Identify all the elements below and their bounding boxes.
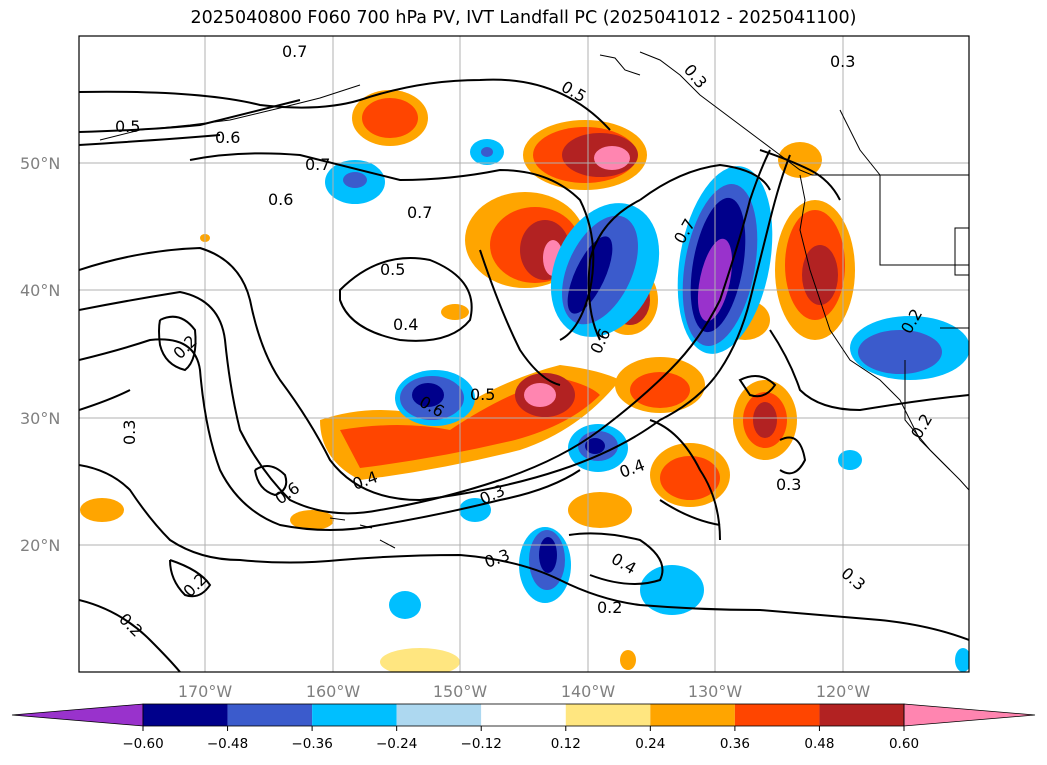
map-gridlines: [79, 36, 969, 672]
lon-label: 160°W: [306, 682, 361, 701]
contour-label: 0.7: [282, 42, 307, 61]
colorbar-tick-label: 0.60: [889, 736, 919, 752]
contour-label: 0.6: [268, 190, 293, 209]
contour-lines: [79, 78, 969, 672]
longitude-labels: 170°W 160°W 150°W 140°W 130°W 120°W: [178, 682, 871, 701]
contour-label: 0.5: [115, 117, 140, 136]
contour-label: 0.3: [830, 52, 855, 71]
lon-label: 170°W: [178, 682, 233, 701]
colorbar-swatch: [565, 704, 651, 726]
lat-label: 20°N: [20, 536, 60, 555]
contour-label: 0.3: [776, 475, 801, 494]
anomaly-shading: [80, 90, 969, 672]
contour-label: 0.5: [470, 385, 495, 404]
map-frame: [78, 35, 970, 673]
colorbar-swatch: [734, 704, 820, 726]
contour-label: 0.7: [407, 203, 432, 222]
lat-label: 40°N: [20, 281, 60, 300]
contour-label: 0.5: [380, 260, 405, 279]
colorbar-tick-label: 0.36: [720, 736, 750, 752]
colorbar-swatch: [227, 704, 313, 726]
colorbar-tick-label: −0.24: [376, 736, 417, 752]
lon-label: 150°W: [433, 682, 488, 701]
colorbar-frame: [142, 703, 905, 727]
colorbar-extension-high: [903, 703, 1036, 727]
colorbar-swatch: [650, 704, 735, 726]
colorbar-tick-label: 0.24: [635, 736, 665, 752]
contour-label: 0.2: [597, 598, 622, 617]
colorbar-swatch: [396, 704, 482, 726]
contour-label: 0.4: [393, 315, 418, 334]
lon-label: 140°W: [561, 682, 616, 701]
colorbar-tick-label: 0.48: [804, 736, 834, 752]
lat-label: 30°N: [20, 409, 60, 428]
colorbar-tick-label: −0.36: [291, 736, 332, 752]
colorbar-swatch: [819, 704, 904, 726]
colorbar-extension-low: [11, 703, 144, 727]
colorbar-swatch: [481, 704, 566, 726]
coastlines: [99, 51, 969, 549]
contour-label: 0.3: [120, 420, 139, 445]
lon-label: 120°W: [816, 682, 871, 701]
lon-label: 130°W: [688, 682, 743, 701]
colorbar: −0.60 −0.48 −0.36 −0.24 −0.12 0.12 0.24 0.36 0.4…: [11, 703, 1036, 752]
positive-anomaly-region: [80, 90, 855, 672]
map-title: 2025040800 F060 700 hPa PV, IVT Landfall…: [190, 8, 857, 28]
colorbar-tick-label: −0.12: [461, 736, 502, 752]
colorbar-tick-label: 0.12: [551, 736, 581, 752]
negative-anomaly-region: [325, 139, 969, 672]
latitude-labels: 50°N 40°N 30°N 20°N: [20, 154, 60, 555]
colorbar-swatch: [143, 704, 228, 726]
colorbar-swatch: [312, 704, 397, 726]
lat-label: 50°N: [20, 154, 60, 173]
contour-label: 0.7: [305, 155, 330, 174]
colorbar-tick-label: −0.48: [207, 736, 248, 752]
contour-label: 0.6: [215, 128, 240, 147]
colorbar-tick-label: −0.60: [122, 736, 163, 752]
